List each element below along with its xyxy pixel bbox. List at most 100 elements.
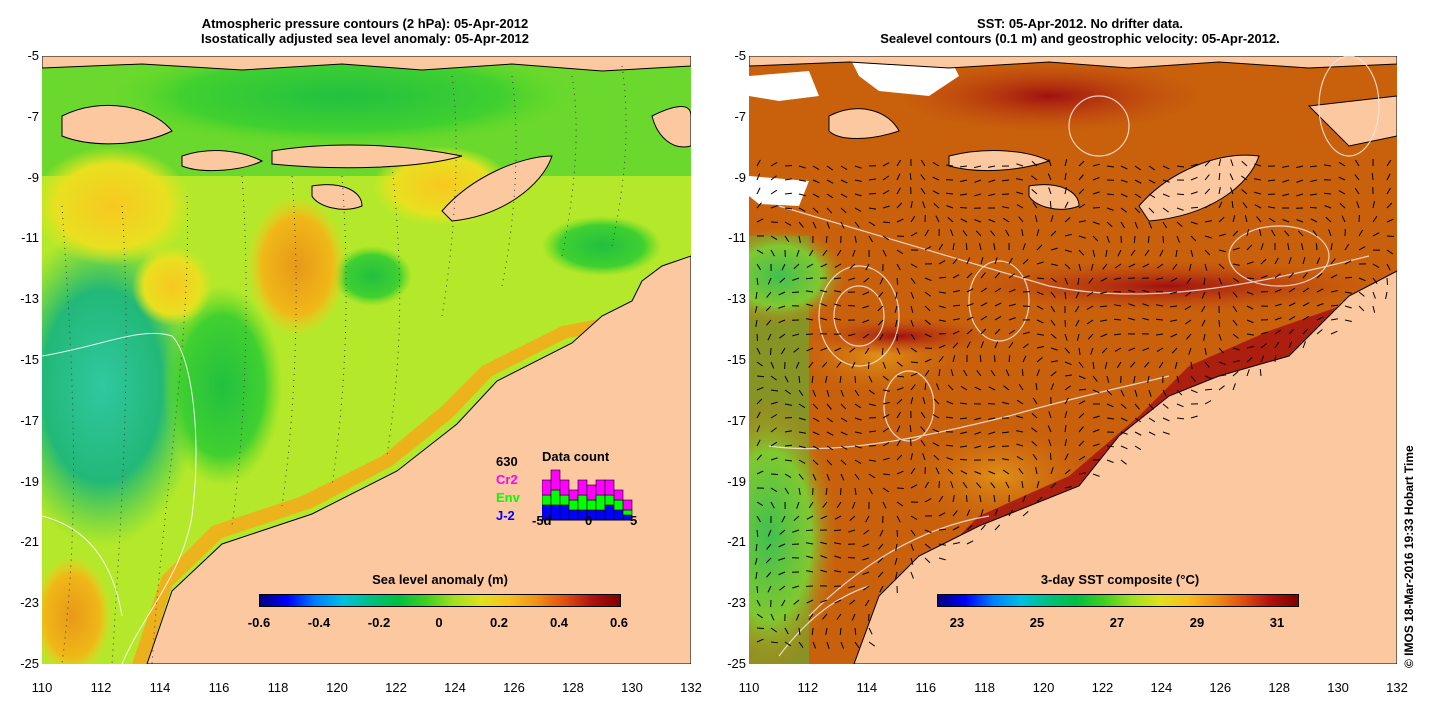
velocity-arrow: [1246, 345, 1254, 349]
velocity-arrow: [959, 206, 968, 209]
velocity-arrow: [924, 277, 932, 282]
velocity-arrow: [952, 330, 960, 335]
velocity-arrow: [1358, 229, 1364, 237]
left-lat-label: -19: [20, 473, 39, 489]
velocity-arrow: [1218, 172, 1221, 181]
velocity-arrow: [1218, 374, 1226, 377]
velocity-arrow: [974, 445, 982, 449]
velocity-arrow: [798, 487, 801, 495]
velocity-arrow: [798, 417, 806, 421]
velocity-arrow: [756, 277, 759, 286]
sst-colorbar: [937, 594, 1299, 607]
velocity-arrow: [868, 627, 873, 635]
velocity-arrow: [895, 571, 898, 579]
velocity-arrow: [1162, 221, 1168, 229]
velocity-arrow: [1022, 243, 1026, 251]
velocity-arrow: [1134, 207, 1141, 214]
velocity-arrow: [924, 382, 927, 391]
java-bali-coast-sst: [749, 56, 1397, 69]
data-count-bar-j2: [613, 509, 624, 521]
velocity-arrow: [834, 515, 842, 520]
sst-nw-cool: [749, 226, 849, 326]
velocity-arrow: [1372, 291, 1376, 299]
velocity-arrow: [1022, 355, 1027, 363]
data-count-bar-j2: [559, 504, 570, 521]
velocity-arrow: [980, 257, 984, 265]
velocity-arrow: [1302, 287, 1310, 293]
velocity-arrow: [1316, 272, 1323, 279]
cloud-patch-2: [749, 71, 819, 101]
velocity-arrow: [1078, 400, 1086, 405]
velocity-arrow: [767, 277, 772, 285]
velocity-arrow: [966, 509, 971, 517]
velocity-arrow: [1386, 263, 1391, 271]
velocity-arrow: [854, 179, 862, 182]
velocity-arrow: [766, 543, 772, 550]
velocity-arrow: [1246, 244, 1253, 251]
velocity-arrow: [1064, 216, 1071, 223]
velocity-arrow: [1282, 193, 1290, 197]
velocity-arrow: [756, 398, 763, 405]
velocity-arrow: [798, 165, 806, 169]
velocity-arrow: [960, 470, 968, 475]
velocity-arrow: [825, 627, 828, 635]
velocity-arrow: [938, 356, 944, 363]
velocity-arrow: [1232, 370, 1239, 377]
velocity-arrow: [1078, 388, 1087, 391]
velocity-arrow: [1064, 411, 1068, 419]
velocity-arrow: [1162, 417, 1170, 422]
velocity-arrow: [1172, 263, 1178, 270]
velocity-arrow: [1244, 215, 1248, 223]
velocity-arrow: [1120, 403, 1127, 409]
velocity-arrow: [1204, 375, 1212, 380]
velocity-arrow: [882, 457, 890, 461]
velocity-arrow: [879, 585, 884, 593]
left-title-line1: Atmospheric pressure contours (2 hPa): 0…: [201, 16, 529, 31]
velocity-arrow: [839, 627, 842, 636]
velocity-arrow: [882, 361, 887, 369]
velocity-arrow: [1078, 426, 1084, 433]
velocity-arrow: [848, 277, 856, 281]
velocity-arrow: [974, 386, 982, 391]
velocity-arrow: [1169, 305, 1178, 308]
velocity-arrow: [1156, 304, 1164, 307]
velocity-arrow: [1092, 163, 1100, 167]
velocity-arrow: [778, 571, 786, 576]
velocity-arrow: [1047, 173, 1052, 181]
velocity-arrow: [784, 192, 793, 195]
velocity-arrow: [932, 176, 940, 181]
velocity-arrow: [1158, 361, 1164, 369]
velocity-arrow: [966, 524, 973, 531]
velocity-arrow: [868, 207, 876, 210]
velocity-arrow: [1133, 375, 1136, 383]
velocity-arrow: [938, 276, 947, 279]
velocity-arrow: [1246, 277, 1255, 280]
velocity-arrow: [1128, 317, 1136, 321]
velocity-arrow: [938, 512, 946, 517]
velocity-arrow: [1355, 159, 1360, 167]
velocity-arrow: [1147, 235, 1150, 244]
velocity-arrow: [1274, 354, 1277, 363]
velocity-arrow: [974, 179, 982, 183]
sst-ticks-tick: 23: [949, 615, 965, 630]
velocity-arrow: [1232, 263, 1240, 266]
velocity-arrow: [770, 361, 775, 369]
data-count-bar-cr2: [586, 484, 597, 501]
velocity-arrow: [756, 263, 762, 271]
velocity-arrow: [1031, 412, 1038, 419]
sst-ticks-tick: 29: [1189, 615, 1205, 630]
velocity-arrow: [896, 439, 901, 447]
velocity-arrow: [1176, 193, 1185, 196]
velocity-arrow: [1201, 319, 1206, 327]
velocity-arrow: [1296, 219, 1304, 223]
velocity-arrow: [1315, 242, 1318, 251]
velocity-arrow: [938, 368, 941, 377]
velocity-arrow: [756, 425, 761, 433]
velocity-arrow: [756, 386, 764, 391]
right-lat-label: -11: [728, 230, 746, 246]
velocity-arrow: [1134, 221, 1139, 229]
island-flores: [271, 144, 463, 169]
velocity-arrow: [826, 445, 834, 451]
velocity-arrow: [924, 557, 931, 564]
velocity-arrow: [966, 341, 971, 349]
